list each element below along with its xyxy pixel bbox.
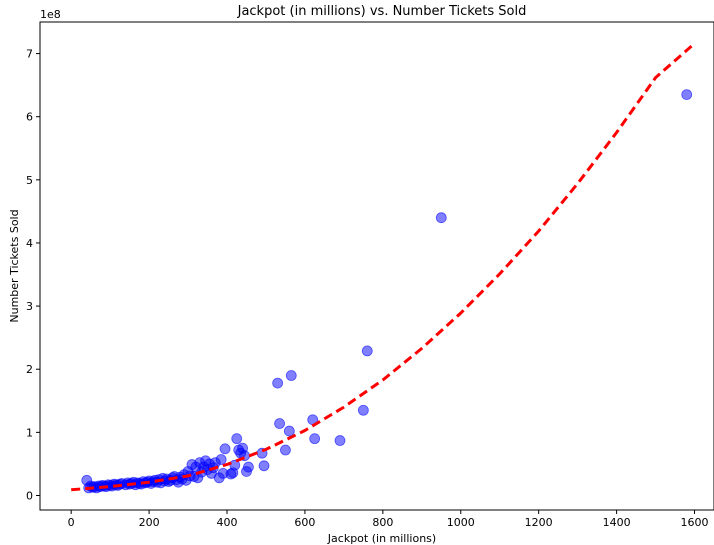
- x-tick-label: 1000: [447, 516, 475, 529]
- y-tick-label: 4: [26, 237, 33, 250]
- scatter-point: [280, 444, 291, 456]
- plot-frame: [39, 21, 714, 511]
- y-tick-label: 1: [26, 426, 33, 439]
- fit-curve: [71, 42, 696, 492]
- plot-area: [71, 42, 696, 494]
- scatter-point: [283, 425, 295, 437]
- y-tick-label: 3: [26, 300, 33, 313]
- y-tick-label: 5: [26, 174, 33, 187]
- y-axis: 0 1 2 3 4 5 6 7: [26, 48, 40, 502]
- scatter-point: [435, 212, 447, 224]
- scatter-point: [258, 460, 270, 472]
- scatter-point: [243, 461, 254, 473]
- scatter-point: [334, 435, 346, 446]
- scatter-point: [285, 370, 297, 381]
- scatter-point: [361, 345, 373, 357]
- scatter-point: [215, 454, 227, 465]
- x-tick-label: 800: [372, 516, 393, 529]
- x-tick-label: 1400: [603, 516, 631, 529]
- x-axis-label: Jackpot (in millions): [327, 532, 436, 545]
- scatter-point: [309, 433, 321, 445]
- y-tick-label: 6: [26, 111, 33, 124]
- scatter-point: [272, 377, 284, 389]
- scatter-point: [681, 89, 693, 101]
- scatter-point: [219, 443, 231, 455]
- x-tick-label: 600: [294, 516, 315, 529]
- x-axis: 0 200 400 600 800 1000 1200 1400 1600: [68, 510, 709, 529]
- x-tick-label: 0: [68, 516, 75, 529]
- x-tick-label: 1600: [681, 516, 709, 529]
- y-tick-label: 0: [26, 489, 33, 502]
- x-tick-label: 200: [139, 516, 160, 529]
- scatter-point: [274, 418, 286, 429]
- scatter-point: [229, 459, 241, 471]
- y-axis-label: Number Tickets Sold: [8, 209, 21, 322]
- scatter-point: [231, 433, 243, 445]
- x-tick-label: 1200: [525, 516, 553, 529]
- x-tick-label: 400: [217, 516, 238, 529]
- y-axis-offset-label: 1e8: [40, 8, 61, 21]
- y-tick-label: 7: [26, 48, 33, 61]
- scatter-point: [357, 404, 369, 416]
- chart-title: Jackpot (in millions) vs. Number Tickets…: [237, 4, 527, 19]
- y-tick-label: 2: [26, 363, 33, 376]
